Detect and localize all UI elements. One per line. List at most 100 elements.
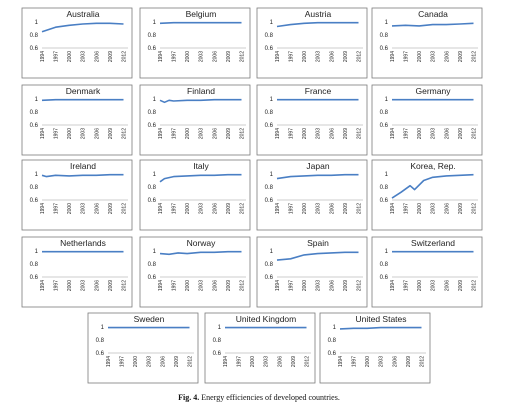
y-tick-label: 0.8 bbox=[328, 338, 337, 344]
x-tick-label: 1994 bbox=[40, 203, 46, 214]
x-tick-label: 2003 bbox=[431, 128, 437, 139]
y-tick-label: 0.8 bbox=[96, 338, 105, 344]
y-tick-label: 1 bbox=[35, 20, 39, 26]
x-tick-label: 2003 bbox=[199, 128, 205, 139]
x-tick-label: 2009 bbox=[108, 51, 114, 62]
y-tick-label: 0.8 bbox=[148, 33, 157, 39]
x-tick-label: 2003 bbox=[199, 51, 205, 62]
panel-frame bbox=[21, 7, 133, 79]
x-tick-label: 2000 bbox=[417, 128, 423, 139]
x-tick-label: 2009 bbox=[406, 356, 412, 367]
x-tick-label: 2006 bbox=[444, 280, 450, 291]
x-tick-label: 2006 bbox=[277, 356, 283, 367]
panel-frame bbox=[21, 159, 133, 231]
x-tick-label: 2012 bbox=[121, 203, 127, 214]
panel-title-korea-rep: Korea, Rep. bbox=[410, 161, 455, 171]
x-tick-label: 2000 bbox=[365, 356, 371, 367]
x-tick-label: 1997 bbox=[54, 203, 60, 214]
panel-frame bbox=[371, 7, 483, 79]
x-tick-label: 2006 bbox=[392, 356, 398, 367]
x-tick-label: 2009 bbox=[458, 51, 464, 62]
y-tick-label: 1 bbox=[35, 97, 39, 103]
x-tick-label: 2009 bbox=[458, 203, 464, 214]
x-tick-label: 2003 bbox=[264, 356, 270, 367]
x-tick-label: 2003 bbox=[316, 51, 322, 62]
panel-frame bbox=[87, 312, 199, 384]
panel-frame bbox=[21, 236, 133, 308]
panel-title-germany: Germany bbox=[416, 86, 452, 96]
y-tick-label: 1 bbox=[333, 325, 337, 331]
x-tick-label: 2000 bbox=[417, 280, 423, 291]
y-tick-label: 0.8 bbox=[148, 262, 157, 268]
x-tick-label: 1997 bbox=[54, 128, 60, 139]
x-tick-label: 2000 bbox=[185, 203, 191, 214]
y-tick-label: 1 bbox=[35, 249, 39, 255]
x-tick-label: 2009 bbox=[226, 128, 232, 139]
x-tick-label: 2012 bbox=[239, 203, 245, 214]
x-tick-label: 2000 bbox=[185, 280, 191, 291]
series-line-ireland bbox=[41, 173, 124, 178]
y-tick-label: 1 bbox=[385, 249, 389, 255]
y-tick-label: 0.8 bbox=[265, 185, 274, 191]
y-tick-label: 1 bbox=[270, 97, 274, 103]
x-tick-label: 2009 bbox=[226, 203, 232, 214]
x-tick-label: 2012 bbox=[239, 51, 245, 62]
x-tick-label: 2012 bbox=[356, 128, 362, 139]
y-tick-label: 0.8 bbox=[380, 185, 389, 191]
series-line-canada bbox=[391, 22, 474, 27]
y-tick-label: 0.8 bbox=[213, 338, 222, 344]
x-tick-label: 2006 bbox=[444, 128, 450, 139]
panel-title-ireland: Ireland bbox=[70, 161, 96, 171]
y-tick-label: 0.6 bbox=[30, 198, 39, 204]
x-tick-label: 2006 bbox=[94, 51, 100, 62]
x-tick-label: 2003 bbox=[81, 51, 87, 62]
x-tick-label: 2000 bbox=[67, 203, 73, 214]
x-tick-label: 1997 bbox=[404, 203, 410, 214]
x-tick-label: 2009 bbox=[108, 128, 114, 139]
panel-title-denmark: Denmark bbox=[66, 86, 101, 96]
x-tick-label: 1997 bbox=[54, 51, 60, 62]
y-tick-label: 0.6 bbox=[30, 275, 39, 281]
x-tick-label: 1997 bbox=[172, 280, 178, 291]
x-tick-label: 1994 bbox=[106, 356, 112, 367]
x-tick-label: 2009 bbox=[343, 203, 349, 214]
x-tick-label: 2012 bbox=[471, 51, 477, 62]
x-tick-label: 2009 bbox=[108, 203, 114, 214]
x-tick-label: 1997 bbox=[172, 51, 178, 62]
y-tick-label: 0.6 bbox=[380, 123, 389, 129]
x-tick-label: 2006 bbox=[329, 128, 335, 139]
series-line-australia bbox=[41, 22, 124, 33]
y-tick-label: 0.8 bbox=[148, 110, 157, 116]
y-tick-label: 0.8 bbox=[265, 110, 274, 116]
series-line-norway bbox=[159, 250, 242, 256]
y-tick-label: 1 bbox=[153, 172, 157, 178]
x-tick-label: 1994 bbox=[275, 280, 281, 291]
y-tick-label: 0.6 bbox=[30, 46, 39, 52]
y-tick-label: 0.6 bbox=[148, 198, 157, 204]
y-tick-label: 0.6 bbox=[328, 351, 337, 357]
x-tick-label: 2000 bbox=[67, 280, 73, 291]
panel-frame bbox=[371, 159, 483, 231]
series-line-denmark bbox=[41, 98, 124, 102]
x-tick-label: 2006 bbox=[212, 280, 218, 291]
x-tick-label: 2000 bbox=[302, 203, 308, 214]
x-tick-label: 2012 bbox=[356, 51, 362, 62]
y-tick-label: 0.6 bbox=[265, 275, 274, 281]
panel-frame bbox=[204, 312, 316, 384]
x-tick-label: 1994 bbox=[390, 128, 396, 139]
x-tick-label: 2006 bbox=[329, 280, 335, 291]
y-tick-label: 0.8 bbox=[380, 110, 389, 116]
x-tick-label: 1997 bbox=[289, 280, 295, 291]
x-tick-label: 1997 bbox=[289, 128, 295, 139]
x-tick-label: 2000 bbox=[417, 203, 423, 214]
